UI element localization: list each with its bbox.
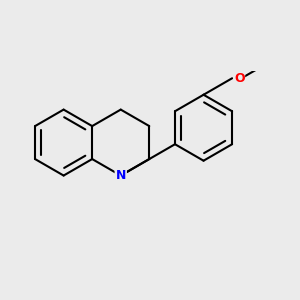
Text: N: N bbox=[116, 169, 126, 182]
Text: O: O bbox=[234, 72, 244, 85]
